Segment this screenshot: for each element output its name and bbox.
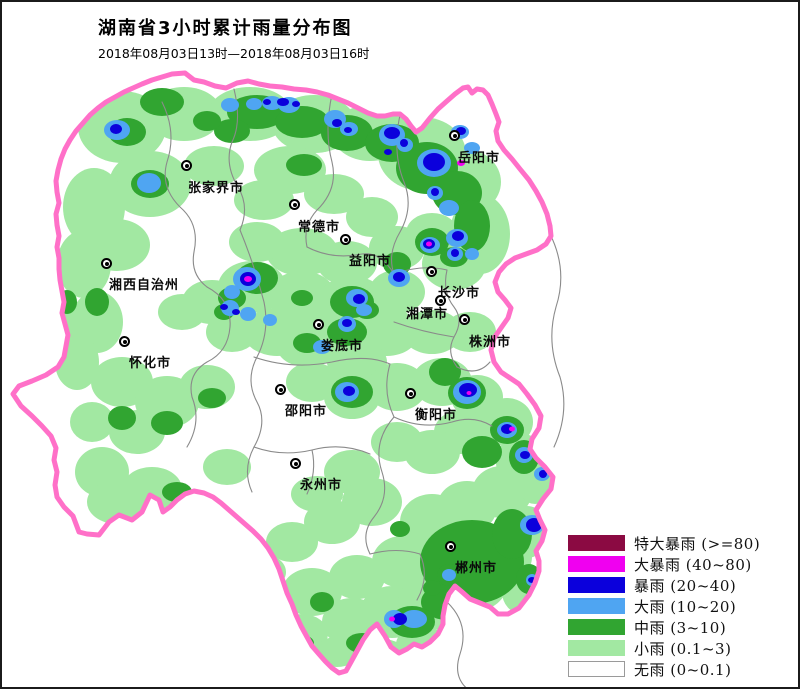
rainfall-legend: 特大暴雨 (>=80) 大暴雨 (40~80) 暴雨 (20~40) 大雨 (1… — [568, 534, 761, 679]
city-marker-yongzhou — [290, 458, 301, 469]
city-marker-zhuzhou — [459, 314, 470, 325]
outside-boundaries — [446, 233, 565, 687]
city-label-changde: 常德市 — [298, 220, 341, 235]
legend-label: 中雨 (3~10) — [634, 618, 727, 637]
city-marker-xiangxi — [101, 258, 112, 269]
city-label-huaihua: 怀化市 — [129, 356, 172, 371]
city-marker-zhangjiajie — [181, 160, 192, 171]
city-marker-hengyang — [405, 388, 416, 399]
city-label-yiyang: 益阳市 — [349, 254, 392, 269]
city-marker-shaoyang — [275, 384, 286, 395]
city-label-hengyang: 衡阳市 — [415, 408, 458, 423]
city-label-loudi: 娄底市 — [321, 339, 364, 354]
legend-label: 大暴雨 (40~80) — [634, 555, 752, 574]
district-boundaries — [161, 88, 493, 601]
legend-swatch-no-rain — [568, 661, 625, 677]
page-title: 湖南省3小时累计雨量分布图 — [98, 18, 353, 39]
city-label-zhangjiajie: 张家界市 — [188, 181, 245, 196]
city-marker-changsha — [426, 266, 437, 277]
city-label-zhuzhou: 株洲市 — [469, 335, 512, 350]
legend-row: 特大暴雨 (>=80) — [568, 534, 761, 553]
date-range: 2018年08月03日13时—2018年08月03日16时 — [98, 46, 370, 61]
province-border — [10, 70, 556, 676]
legend-swatch-rainstorm — [568, 577, 625, 593]
legend-row: 大暴雨 (40~80) — [568, 555, 760, 574]
legend-swatch-moderate-rain — [568, 619, 625, 635]
legend-swatch-heavy-rainstorm — [568, 556, 625, 572]
city-marker-huaihua — [119, 336, 130, 347]
legend-swatch-heavy-rain — [568, 598, 625, 614]
legend-label: 大雨 (10~20) — [634, 597, 737, 616]
rain-layer-heavy-rainstorm — [244, 160, 515, 622]
city-marker-yiyang — [340, 234, 351, 245]
legend-label: 特大暴雨 (>=80) — [634, 534, 761, 553]
city-label-chenzhou: 郴州市 — [455, 561, 498, 576]
legend-label: 小雨 (0.1~3) — [634, 639, 732, 658]
legend-swatch-light-rain — [568, 640, 625, 656]
legend-label: 无雨 (0~0.1) — [634, 660, 732, 679]
city-label-shaoyang: 邵阳市 — [285, 404, 328, 419]
city-label-yongzhou: 永州市 — [300, 478, 343, 493]
legend-row: 小雨 (0.1~3) — [568, 639, 760, 658]
city-label-yueyang: 岳阳市 — [458, 151, 501, 166]
legend-swatch-extreme-rainstorm — [568, 535, 625, 551]
city-label-changsha: 长沙市 — [438, 286, 481, 301]
city-marker-loudi — [313, 319, 324, 330]
legend-label: 暴雨 (20~40) — [634, 576, 737, 595]
legend-row: 中雨 (3~10) — [568, 618, 760, 637]
city-label-xiangxi: 湘西自治州 — [109, 278, 180, 293]
city-marker-yueyang — [449, 130, 460, 141]
legend-row: 无雨 (0~0.1) — [568, 660, 760, 679]
city-marker-changde — [289, 199, 300, 210]
city-marker-xiangtan — [435, 295, 446, 306]
legend-row: 大雨 (10~20) — [568, 597, 760, 616]
legend-row: 暴雨 (20~40) — [568, 576, 760, 595]
city-marker-chenzhou — [445, 541, 456, 552]
city-label-xiangtan: 湘潭市 — [406, 307, 449, 322]
